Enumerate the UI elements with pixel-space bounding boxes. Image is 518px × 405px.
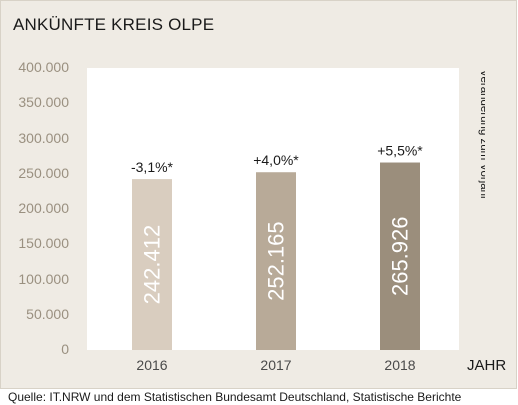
x-axis-label: JAHR xyxy=(467,357,506,374)
plot-area: -3,1%* 242.412 +4,0%* 252.165 +5,5%* 265.926 xyxy=(87,68,459,350)
chart-frame: ANKÜNFTE KREIS OLPE 0 50.000 100.000 150.00… xyxy=(0,0,517,389)
value-label: 252.165 xyxy=(264,221,289,301)
y-tick-label: 350.000 xyxy=(1,94,69,110)
x-tick-label: 2016 xyxy=(122,357,182,373)
change-label: +4,0%* xyxy=(253,152,299,168)
x-tick-label: 2018 xyxy=(370,357,430,373)
side-note: *Veränderung zum Vorjahr xyxy=(469,63,485,213)
value-label: 265.926 xyxy=(388,216,413,296)
chart-title: ANKÜNFTE KREIS OLPE xyxy=(13,15,214,35)
y-tick-label: 200.000 xyxy=(1,200,69,216)
bars-svg: -3,1%* 242.412 +4,0%* 252.165 +5,5%* 265.926 xyxy=(87,68,459,350)
y-tick-label: 0 xyxy=(1,341,69,357)
y-tick-label: 150.000 xyxy=(1,235,69,251)
x-tick-label: 2017 xyxy=(246,357,306,373)
y-tick-label: 250.000 xyxy=(1,165,69,181)
change-label: -3,1%* xyxy=(131,159,174,175)
y-tick-label: 100.000 xyxy=(1,271,69,287)
value-label: 242.412 xyxy=(140,225,165,305)
y-tick-label: 50.000 xyxy=(1,306,69,322)
change-label: +5,5%* xyxy=(377,143,423,159)
y-tick-label: 300.000 xyxy=(1,130,69,146)
side-note-text: *Veränderung zum Vorjahr xyxy=(478,65,485,200)
y-tick-label: 400.000 xyxy=(1,59,69,75)
source-note: Quelle: IT.NRW und dem Statistischen Bun… xyxy=(8,390,461,404)
